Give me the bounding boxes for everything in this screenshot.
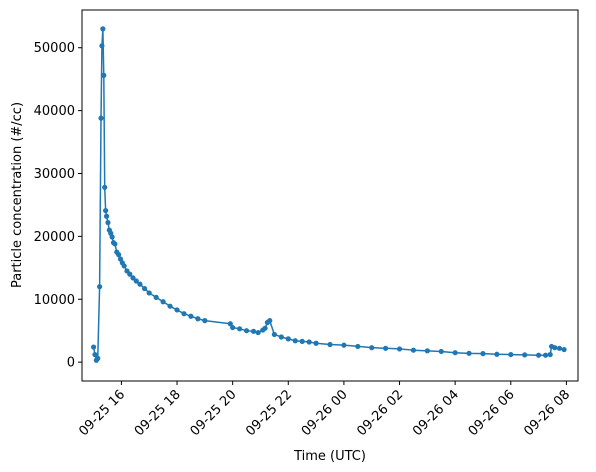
data-point — [424, 348, 430, 354]
data-point — [127, 271, 133, 277]
data-point — [278, 334, 284, 340]
x-axis: 09-25 16 09-25 18 09-25 20 09-25 22 09-26 00… — [76, 381, 573, 439]
data-point — [313, 340, 319, 346]
data-point — [480, 351, 486, 357]
data-point — [90, 344, 97, 350]
data-point — [355, 343, 361, 350]
x-tick-label: 09-26 04 — [410, 387, 462, 439]
data-point — [181, 311, 187, 317]
data-point — [153, 294, 159, 300]
data-point — [103, 213, 110, 219]
x-tick-label: 09-26 02 — [354, 387, 406, 439]
plot-area — [82, 10, 578, 381]
data-point — [341, 342, 347, 348]
data-point — [438, 348, 444, 355]
y-tick-label: 0 — [67, 356, 75, 371]
data-point — [522, 352, 528, 358]
plot-frame — [81, 9, 579, 382]
data-point — [552, 345, 558, 351]
x-axis-label: Time (UTC) — [293, 449, 366, 464]
x-tick-label: 09-26 08 — [521, 387, 573, 439]
y-axis: 0 10000 20000 30000 40000 50000 — [34, 41, 82, 371]
data-point — [137, 281, 143, 287]
data-point — [285, 336, 291, 342]
data-point — [306, 339, 312, 345]
y-tick-label: 10000 — [34, 293, 75, 308]
data-point — [383, 345, 389, 351]
data-point — [494, 351, 500, 357]
data-point — [146, 290, 152, 296]
data-point — [141, 285, 148, 292]
data-point — [92, 351, 98, 358]
data-layer — [90, 26, 567, 363]
data-point — [99, 43, 105, 49]
data-point — [100, 26, 106, 32]
data-point — [547, 351, 553, 358]
data-point — [121, 263, 127, 269]
y-tick-label: 40000 — [34, 104, 75, 119]
data-point — [292, 338, 298, 344]
data-point — [536, 352, 542, 358]
x-tick-label: 09-26 00 — [299, 387, 351, 439]
y-tick-label: 30000 — [34, 167, 75, 182]
data-point — [103, 207, 109, 214]
data-point — [262, 325, 268, 331]
x-tick-label: 09-25 22 — [243, 387, 295, 439]
data-point — [97, 284, 103, 290]
data-point — [227, 321, 233, 327]
data-point — [95, 355, 101, 361]
data-point — [133, 278, 139, 284]
data-point — [160, 299, 166, 305]
data-point — [237, 326, 243, 332]
data-point — [561, 346, 567, 353]
x-tick-label: 09-25 16 — [76, 387, 128, 439]
data-point — [542, 352, 549, 358]
y-tick-label: 20000 — [34, 230, 75, 245]
data-point — [102, 184, 108, 190]
data-point — [466, 350, 472, 356]
data-point — [98, 115, 104, 121]
data-point — [452, 350, 458, 356]
data-point — [101, 72, 107, 78]
y-tick-label: 50000 — [34, 41, 75, 56]
data-point — [188, 313, 194, 319]
data-point — [396, 346, 403, 352]
data-point — [369, 345, 375, 351]
data-point — [109, 234, 115, 240]
data-point — [271, 331, 277, 338]
data-point — [174, 307, 180, 313]
data-point — [508, 351, 514, 358]
data-point — [255, 329, 261, 336]
data-point — [243, 328, 250, 334]
data-point — [299, 338, 305, 344]
data-point — [267, 318, 273, 324]
x-tick-label: 09-26 06 — [466, 387, 518, 439]
data-point — [327, 341, 333, 348]
data-point — [167, 303, 173, 309]
x-tick-label: 09-25 18 — [132, 387, 184, 439]
data-point — [112, 241, 118, 247]
data-point — [105, 219, 111, 226]
x-tick-label: 09-25 20 — [188, 387, 240, 439]
data-point — [410, 347, 417, 353]
y-axis-label: Particle concentration (#/cc) — [10, 102, 25, 288]
data-point — [195, 316, 201, 322]
data-point — [556, 345, 563, 351]
data-point — [202, 318, 208, 324]
data-point — [130, 275, 136, 281]
data-point — [116, 252, 122, 258]
data-point — [230, 324, 236, 331]
data-point — [250, 328, 257, 334]
